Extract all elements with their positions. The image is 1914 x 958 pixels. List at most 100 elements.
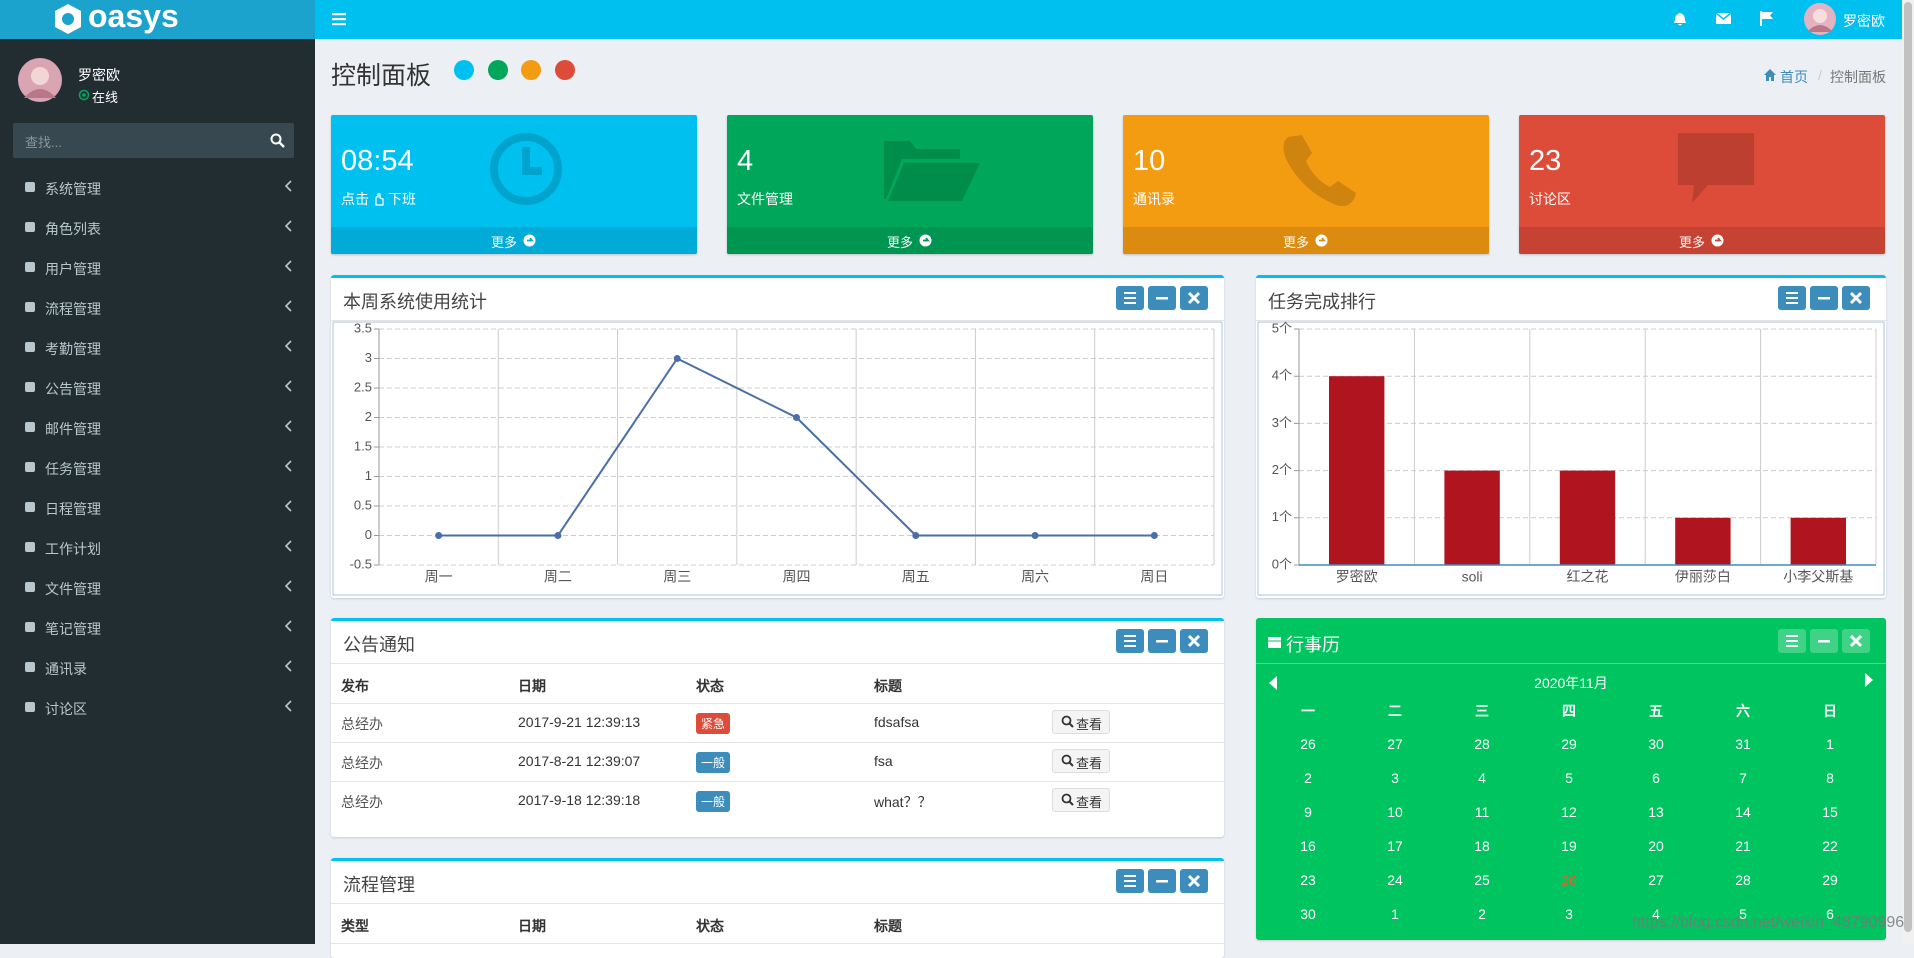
menu-item[interactable]: 系统管理 <box>0 167 315 207</box>
calendar-day[interactable]: 27 <box>1648 872 1664 888</box>
calendar-day[interactable]: 4 <box>1478 770 1486 786</box>
y-tick-label: 1.5 <box>354 438 372 453</box>
calendar-day[interactable]: 15 <box>1822 804 1838 820</box>
calendar-day[interactable]: 17 <box>1387 838 1403 854</box>
calendar-day[interactable]: 14 <box>1735 804 1751 820</box>
info-footer[interactable]: 更多 <box>1519 227 1885 254</box>
calendar-day[interactable]: 24 <box>1387 872 1403 888</box>
menu-item[interactable]: 用户管理 <box>0 247 315 287</box>
calendar-day[interactable]: 1 <box>1391 906 1399 922</box>
calendar-day[interactable]: 6 <box>1652 770 1660 786</box>
box-tool-button[interactable] <box>1180 869 1208 893</box>
box-tool-button[interactable] <box>1778 629 1806 653</box>
menu-item[interactable]: 日程管理 <box>0 487 315 527</box>
menu-item[interactable]: 文件管理 <box>0 567 315 607</box>
box-tool-button[interactable] <box>1842 629 1870 653</box>
box-tool-button[interactable] <box>1810 629 1838 653</box>
menu-label: 任务管理 <box>45 461 101 477</box>
breadcrumb-current: 控制面板 <box>1830 69 1886 85</box>
calendar-day[interactable]: 9 <box>1304 804 1312 820</box>
menu-item[interactable]: 任务管理 <box>0 447 315 487</box>
box-tool-button[interactable] <box>1148 286 1176 310</box>
calendar-day[interactable]: 10 <box>1387 804 1403 820</box>
calendar-day[interactable]: 11 <box>1474 804 1490 820</box>
table-cell: 2017-9-18 12:39:18 <box>518 792 641 808</box>
y-tick-label: 5个 <box>1272 321 1292 335</box>
view-button[interactable]: 查看 <box>1052 788 1110 812</box>
calendar-day[interactable]: 12 <box>1561 804 1577 820</box>
menu-item[interactable]: 笔记管理 <box>0 607 315 647</box>
tool-icon <box>1156 297 1168 300</box>
calendar-day[interactable]: 28 <box>1474 736 1490 752</box>
menu-item[interactable]: 考勤管理 <box>0 327 315 367</box>
box-tool-button[interactable] <box>1148 629 1176 653</box>
menu-item[interactable]: 讨论区 <box>0 687 315 727</box>
box-tool-button[interactable] <box>1778 286 1806 310</box>
view-button[interactable]: 查看 <box>1052 749 1110 773</box>
calendar-day[interactable]: 2 <box>1478 906 1486 922</box>
calendar-day[interactable]: 26 <box>1300 736 1316 752</box>
info-footer[interactable]: 更多 <box>331 227 697 254</box>
calendar-day[interactable]: 2 <box>1304 770 1312 786</box>
box-tool-button[interactable] <box>1180 629 1208 653</box>
theme-dot[interactable] <box>521 60 541 80</box>
menu-item[interactable]: 流程管理 <box>0 287 315 327</box>
calendar-day[interactable]: 13 <box>1648 804 1664 820</box>
calendar-day[interactable]: 7 <box>1739 770 1747 786</box>
calendar-day[interactable]: 27 <box>1387 736 1403 752</box>
calendar-day[interactable]: 22 <box>1822 838 1838 854</box>
x-tick-label: 周三 <box>663 569 691 585</box>
calendar-day[interactable]: 31 <box>1735 736 1751 752</box>
menu-item[interactable]: 邮件管理 <box>0 407 315 447</box>
menu-item[interactable]: 通讯录 <box>0 647 315 687</box>
icon <box>25 662 35 672</box>
theme-dot[interactable] <box>554 60 575 80</box>
calendar-day[interactable]: 3 <box>1565 906 1573 922</box>
calendar-day[interactable]: 6 <box>1826 906 1834 922</box>
breadcrumb-link[interactable]: 首页 <box>1780 69 1808 85</box>
box-tool-button[interactable] <box>1116 286 1144 310</box>
box-tool-button[interactable] <box>1180 286 1208 310</box>
calendar-day[interactable]: 4 <box>1652 906 1660 922</box>
info-footer[interactable]: 更多 <box>1123 227 1489 254</box>
calendar-day[interactable]: 16 <box>1300 838 1316 854</box>
calendar-day[interactable]: 28 <box>1735 872 1751 888</box>
box-tool-button[interactable] <box>1148 869 1176 893</box>
calendar-day[interactable]: 30 <box>1648 736 1664 752</box>
calendar-day[interactable]: 21 <box>1735 838 1751 854</box>
menu-item[interactable]: 公告管理 <box>0 367 315 407</box>
calendar-day[interactable]: 26 <box>1561 872 1577 888</box>
calendar-day[interactable]: 5 <box>1565 770 1573 786</box>
view-button[interactable]: 查看 <box>1052 710 1110 734</box>
calendar-day[interactable]: 8 <box>1826 770 1834 786</box>
icon-shape <box>1068 722 1074 728</box>
calendar-day[interactable]: 18 <box>1474 838 1490 854</box>
box-tool-button[interactable] <box>1116 629 1144 653</box>
icon <box>284 260 292 272</box>
calendar-day[interactable]: 29 <box>1561 736 1577 752</box>
box-tool-button[interactable] <box>1116 869 1144 893</box>
box-tool-button[interactable] <box>1842 286 1870 310</box>
calendar-day[interactable]: 19 <box>1561 838 1577 854</box>
theme-dot[interactable] <box>487 60 508 80</box>
calendar-day[interactable]: 30 <box>1300 906 1316 922</box>
search-box[interactable]: 查找... <box>13 123 294 158</box>
top-bar: 罗密欧 <box>315 0 1902 39</box>
menu-item[interactable]: 角色列表 <box>0 207 315 247</box>
calendar-day[interactable]: 29 <box>1822 872 1838 888</box>
menu-item[interactable]: 工作计划 <box>0 527 315 567</box>
calendar-day[interactable]: 5 <box>1739 906 1747 922</box>
calendar-day[interactable]: 1 <box>1826 736 1834 752</box>
icon-shape <box>284 500 292 512</box>
box-title: 流程管理 <box>343 875 415 895</box>
info-value: 4 <box>737 145 754 177</box>
calendar-day[interactable]: 25 <box>1474 872 1490 888</box>
theme-dot[interactable] <box>454 60 474 80</box>
info-footer[interactable]: 更多 <box>727 227 1093 254</box>
calendar-day[interactable]: 3 <box>1391 770 1399 786</box>
calendar-day[interactable]: 23 <box>1300 872 1316 888</box>
box-tool-button[interactable] <box>1810 286 1838 310</box>
calendar-day[interactable]: 20 <box>1648 838 1664 854</box>
scroll-thumb[interactable] <box>1904 2 1912 932</box>
table-cell: 总经办 <box>341 755 383 771</box>
